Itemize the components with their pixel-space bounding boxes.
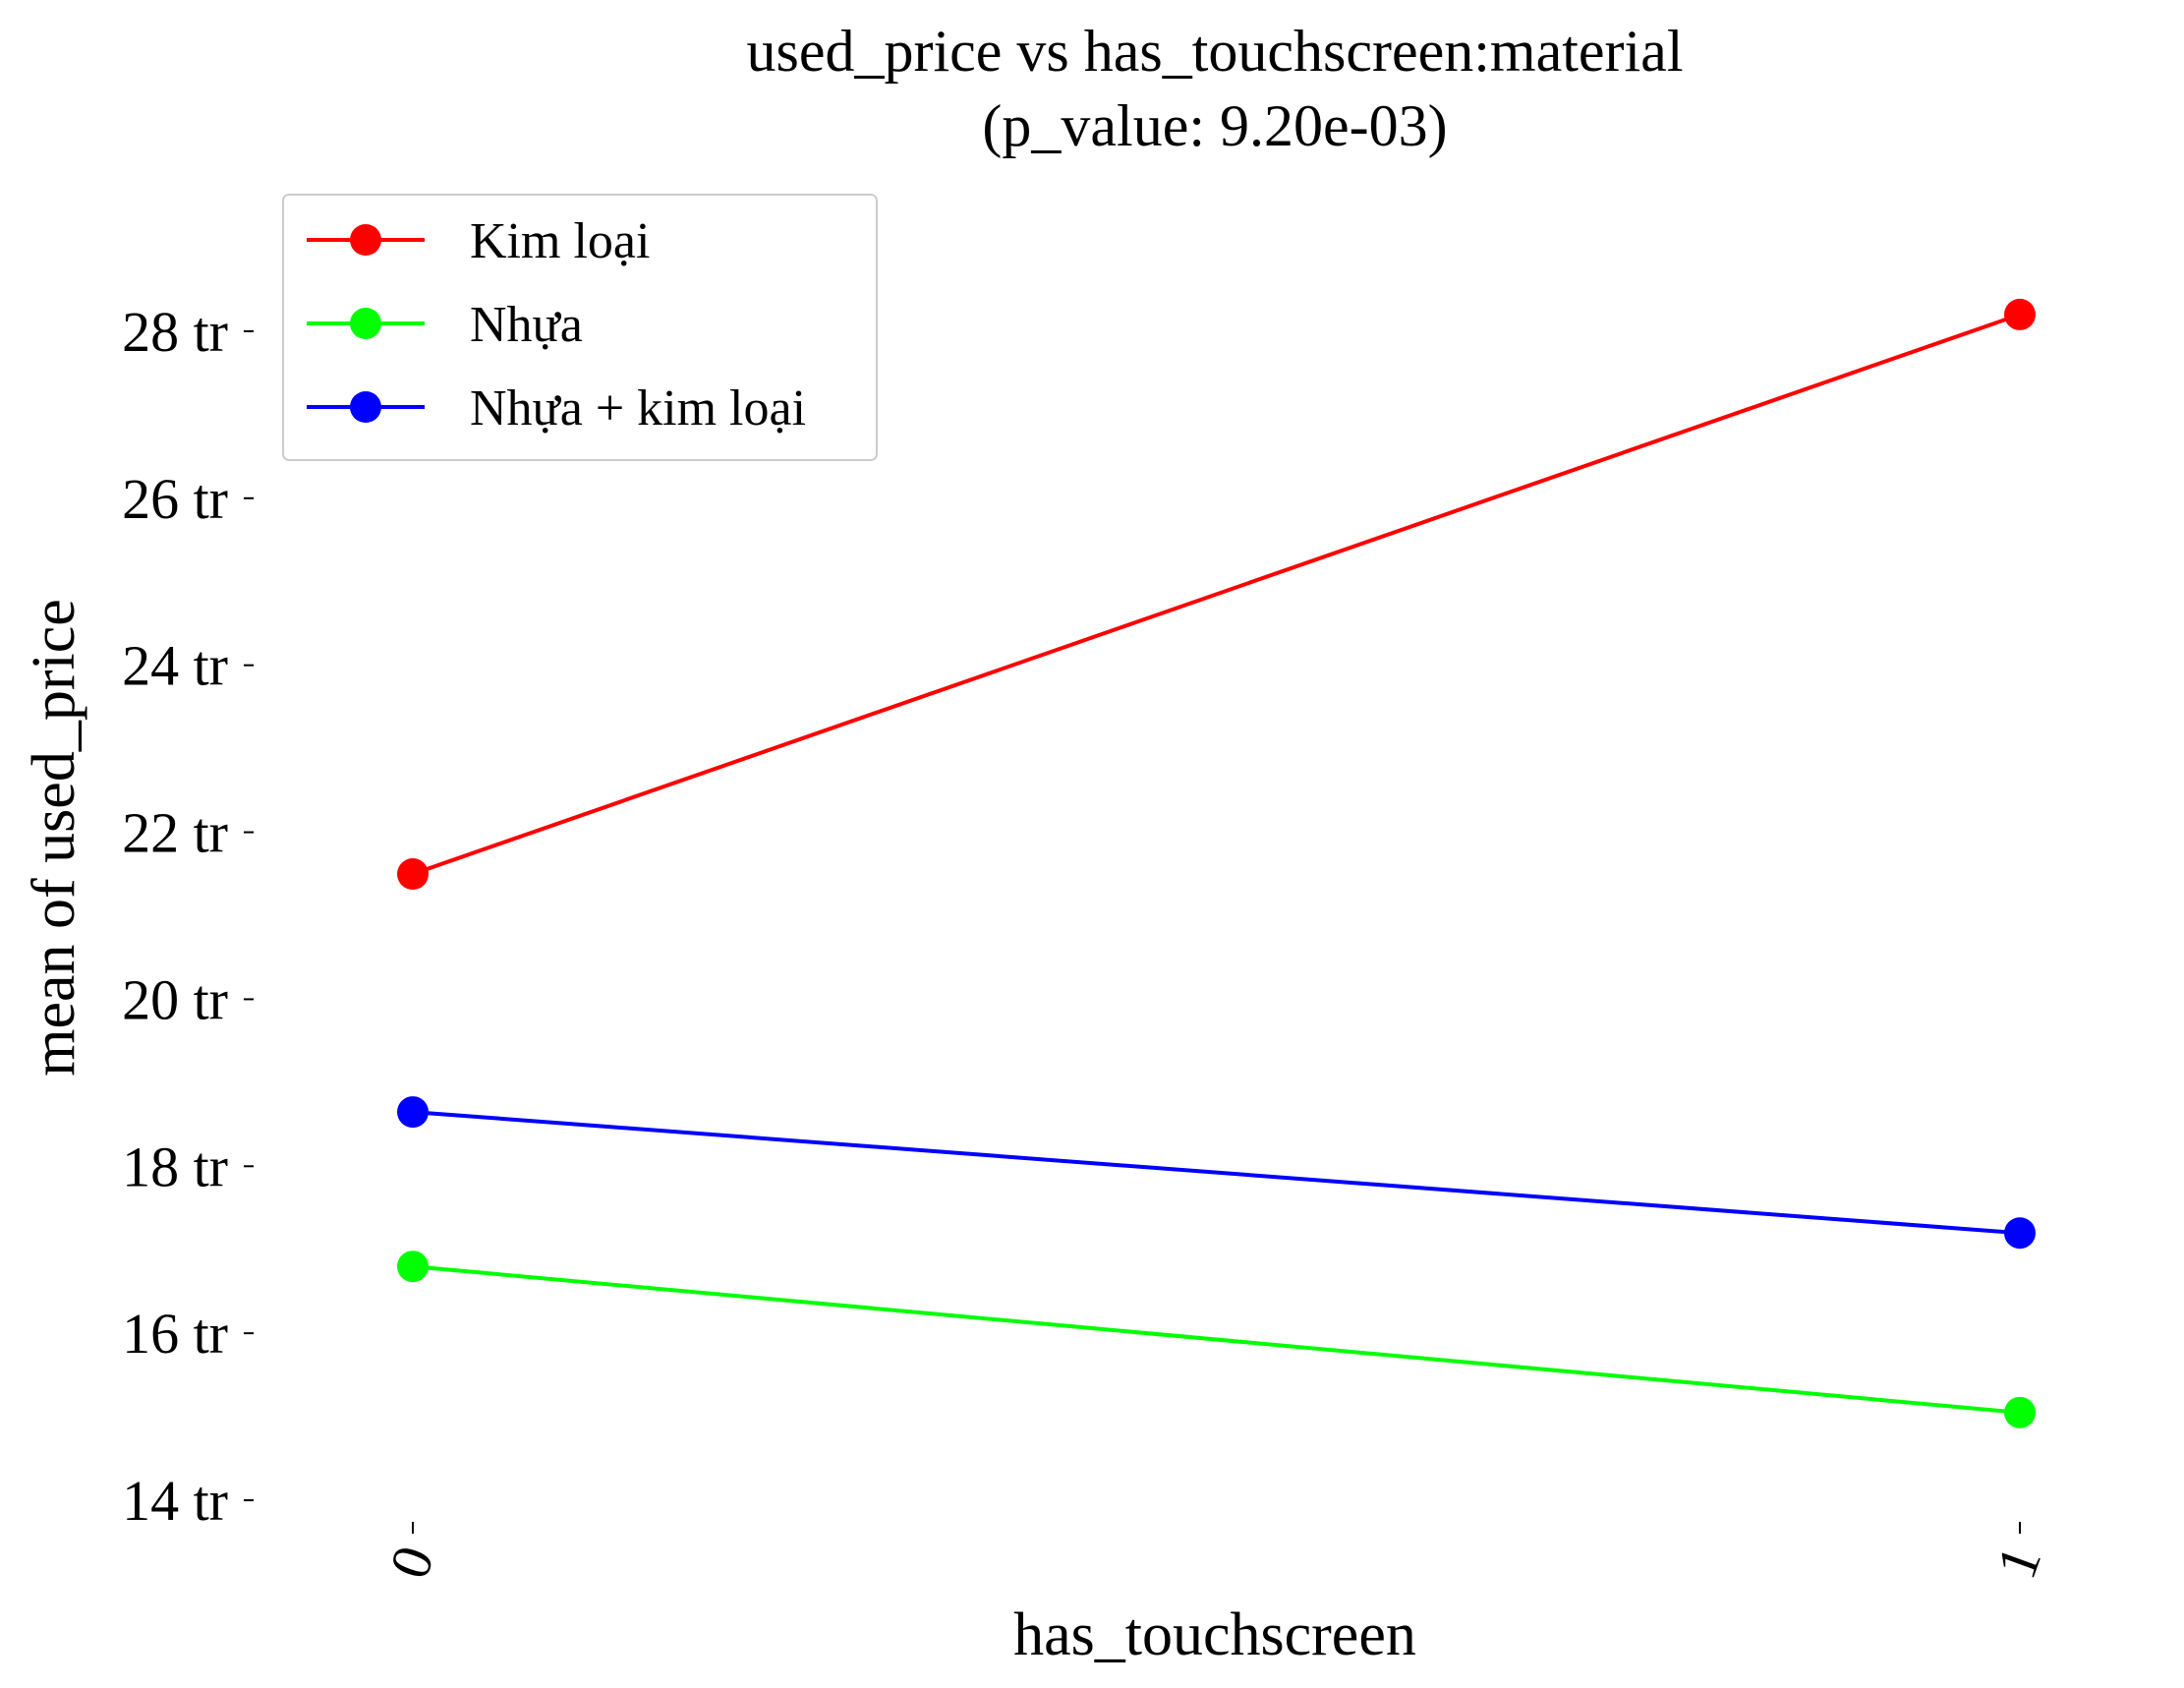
y-tick-label: 22 tr bbox=[122, 801, 228, 865]
series-line bbox=[412, 1110, 2021, 1236]
y-tick-label: 14 tr bbox=[122, 1469, 228, 1533]
y-tick-label: 16 tr bbox=[122, 1302, 228, 1366]
legend-label: Nhựa bbox=[470, 297, 583, 353]
series-layer bbox=[397, 298, 2036, 1428]
legend-marker bbox=[350, 391, 381, 423]
series-line bbox=[412, 1264, 2021, 1415]
data-point bbox=[2004, 298, 2036, 330]
y-tick-label: 26 tr bbox=[122, 467, 228, 531]
data-point bbox=[397, 1251, 429, 1283]
legend-label: Nhựa + kim loại bbox=[470, 380, 806, 437]
series-line bbox=[412, 313, 2021, 876]
legend-marker bbox=[350, 224, 381, 256]
data-point bbox=[2004, 1396, 2036, 1428]
x-tick-label: 1 bbox=[1983, 1538, 2053, 1586]
legend-label: Kim loại bbox=[470, 213, 650, 269]
x-tick-label: 0 bbox=[376, 1538, 446, 1586]
y-axis-label: mean of used_price bbox=[21, 599, 87, 1076]
data-point bbox=[397, 858, 429, 891]
y-tick-label: 20 tr bbox=[122, 967, 228, 1031]
y-axis-ticks: 14 tr 16 tr 18 tr 20 tr 22 tr 24 tr 26 tr 28 tr bbox=[122, 300, 254, 1533]
chart-title: used_price vs has_touchscreen:material bbox=[747, 19, 1684, 84]
y-tick-label: 18 tr bbox=[122, 1135, 228, 1198]
y-tick-label: 28 tr bbox=[122, 300, 228, 364]
y-tick-label: 24 tr bbox=[122, 634, 228, 698]
legend-frame bbox=[282, 194, 878, 461]
legend: Kim loại Nhựa Nhựa + kim loại bbox=[282, 194, 878, 461]
data-point bbox=[397, 1096, 429, 1129]
x-axis-label: has_touchscreen bbox=[1013, 1601, 1416, 1668]
data-point bbox=[2004, 1217, 2036, 1250]
chart-subtitle: (p_value: 9.20e-03) bbox=[982, 93, 1447, 158]
legend-marker bbox=[350, 308, 381, 339]
